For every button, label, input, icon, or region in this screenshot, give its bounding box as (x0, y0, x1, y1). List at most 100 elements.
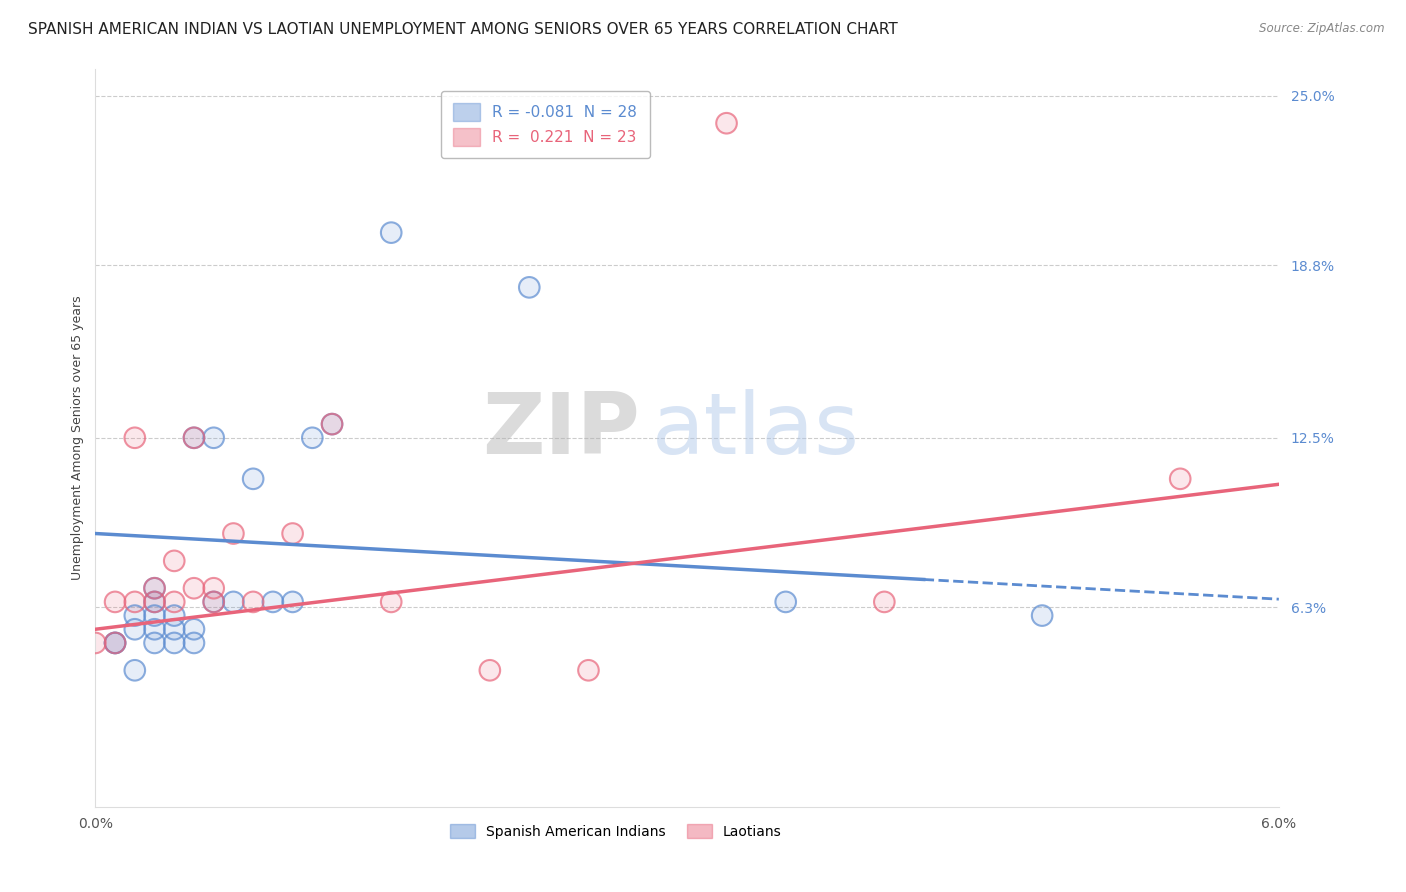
Point (143, 622, 166, 636)
Point (380, 226, 402, 240)
Point (183, 622, 205, 636)
Point (183, 636, 205, 650)
Point (163, 595, 186, 609)
Point (183, 431, 205, 445)
Point (775, 595, 797, 609)
Point (163, 636, 186, 650)
Point (1168, 472, 1191, 486)
Legend: Spanish American Indians, Laotians: Spanish American Indians, Laotians (444, 819, 787, 845)
Point (775, 595, 797, 609)
Point (578, 663, 600, 677)
Point (202, 581, 225, 595)
Point (222, 595, 245, 609)
Point (143, 581, 166, 595)
Point (104, 636, 127, 650)
Point (716, 116, 738, 130)
Point (262, 595, 284, 609)
Point (84, 636, 107, 650)
Point (281, 595, 304, 609)
Point (104, 636, 127, 650)
Point (84, 636, 107, 650)
Point (143, 636, 166, 650)
Y-axis label: Unemployment Among Seniors over 65 years: Unemployment Among Seniors over 65 years (72, 295, 84, 580)
Point (124, 595, 146, 609)
Point (222, 595, 245, 609)
Point (124, 608, 146, 623)
Point (143, 595, 166, 609)
Point (183, 581, 205, 595)
Point (202, 595, 225, 609)
Point (202, 595, 225, 609)
Point (163, 636, 186, 650)
Point (104, 595, 127, 609)
Point (163, 608, 186, 623)
Point (143, 581, 166, 595)
Point (124, 663, 146, 677)
Text: Source: ZipAtlas.com: Source: ZipAtlas.com (1260, 22, 1385, 36)
Point (104, 636, 127, 650)
Point (124, 595, 146, 609)
Point (301, 431, 323, 445)
Point (202, 595, 225, 609)
Point (124, 622, 146, 636)
Point (242, 472, 264, 486)
Point (1031, 608, 1053, 623)
Point (143, 622, 166, 636)
Point (104, 636, 127, 650)
Point (578, 663, 600, 677)
Point (124, 622, 146, 636)
Point (143, 581, 166, 595)
Point (716, 116, 738, 130)
Point (183, 581, 205, 595)
Point (202, 431, 225, 445)
Point (143, 595, 166, 609)
Point (478, 663, 501, 677)
Point (242, 595, 264, 609)
Point (873, 595, 896, 609)
Point (143, 595, 166, 609)
Point (262, 595, 284, 609)
Point (124, 663, 146, 677)
Point (1168, 472, 1191, 486)
Point (104, 636, 127, 650)
Point (1031, 608, 1053, 623)
Point (163, 595, 186, 609)
Point (321, 417, 343, 431)
Point (321, 417, 343, 431)
Point (183, 431, 205, 445)
Point (183, 636, 205, 650)
Point (104, 595, 127, 609)
Point (517, 280, 540, 294)
Point (242, 595, 264, 609)
Point (143, 608, 166, 623)
Point (242, 472, 264, 486)
Point (222, 526, 245, 541)
Point (222, 526, 245, 541)
Point (202, 581, 225, 595)
Point (163, 622, 186, 636)
Point (143, 595, 166, 609)
Point (163, 554, 186, 568)
Point (183, 431, 205, 445)
Point (183, 431, 205, 445)
Point (143, 581, 166, 595)
Point (163, 554, 186, 568)
Point (301, 431, 323, 445)
Point (380, 226, 402, 240)
Point (380, 595, 402, 609)
Point (163, 622, 186, 636)
Point (321, 417, 343, 431)
Point (873, 595, 896, 609)
Point (143, 608, 166, 623)
Point (124, 608, 146, 623)
Text: atlas: atlas (651, 389, 859, 472)
Point (202, 431, 225, 445)
Point (183, 622, 205, 636)
Point (163, 608, 186, 623)
Text: SPANISH AMERICAN INDIAN VS LAOTIAN UNEMPLOYMENT AMONG SENIORS OVER 65 YEARS CORR: SPANISH AMERICAN INDIAN VS LAOTIAN UNEMP… (28, 22, 898, 37)
Point (124, 431, 146, 445)
Point (281, 526, 304, 541)
Point (321, 417, 343, 431)
Point (517, 280, 540, 294)
Point (380, 595, 402, 609)
